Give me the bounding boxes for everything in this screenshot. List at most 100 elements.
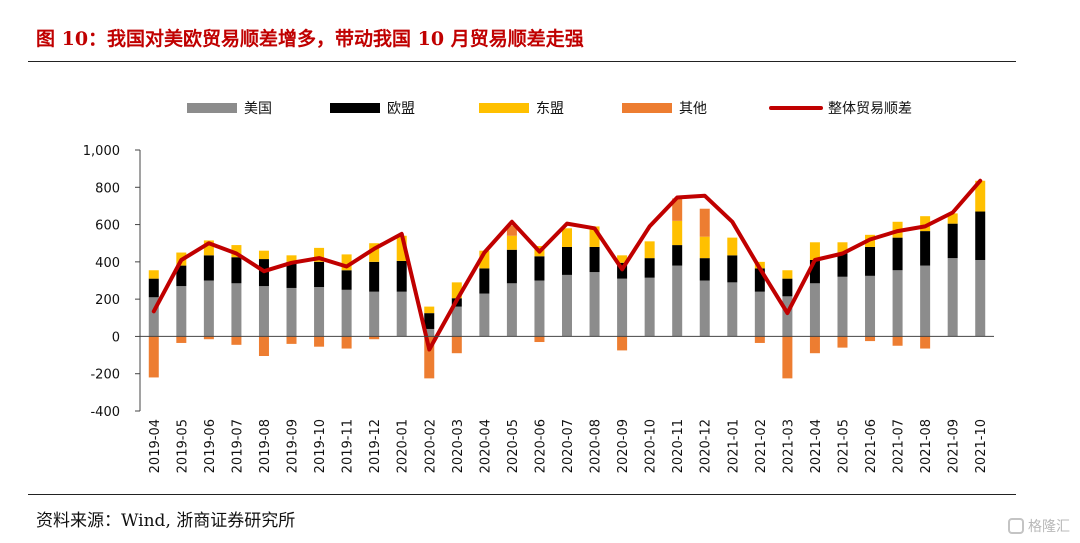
bar-美国 [479, 293, 490, 337]
bar-其他 [341, 336, 352, 349]
bar-欧盟 [369, 261, 380, 292]
bar-欧盟 [589, 246, 600, 273]
x-tick-label: 2019-10 [313, 419, 328, 473]
watermark: 格隆汇 [1008, 516, 1070, 536]
y-tick-label: 400 [95, 256, 120, 271]
x-tick-label: 2020-02 [423, 419, 438, 473]
bar-其他 [176, 336, 187, 343]
source-note: 资料来源：Wind, 浙商证券研究所 [36, 511, 296, 531]
bar-美国 [506, 283, 517, 337]
bar-美国 [782, 296, 793, 337]
x-tick-label: 2019-09 [286, 419, 301, 473]
bar-其他 [920, 336, 931, 349]
bar-美国 [947, 258, 958, 337]
bar-美国 [286, 287, 297, 337]
bar-东盟 [920, 216, 931, 232]
y-axis: 1,000 800 600 400 200 0 -200 -400 [83, 144, 141, 420]
x-tick-label: 2019-04 [148, 419, 163, 473]
x-tick-label: 2021-01 [726, 419, 741, 473]
x-tick-label: 2019-07 [230, 419, 245, 473]
x-tick-label: 2019-06 [203, 419, 218, 473]
bar-欧盟 [837, 253, 848, 277]
bar-其他 [148, 336, 159, 378]
line-整体贸易顺差 [151, 178, 983, 352]
bar-欧盟 [672, 245, 683, 266]
bar-美国 [727, 282, 738, 337]
y-tick-label: 1,000 [83, 144, 120, 159]
bar-欧盟 [947, 223, 958, 259]
x-tick-label: 2021-08 [919, 419, 934, 473]
chart-title: 图 10：我国对美欧贸易顺差增多，带动我国 10 月贸易顺差走强 [36, 28, 584, 50]
bar-美国 [176, 286, 187, 337]
bar-东盟 [727, 237, 738, 256]
bar-东盟 [286, 255, 297, 262]
bar-东盟 [479, 250, 490, 269]
bar-欧盟 [644, 258, 655, 278]
bar-东盟 [341, 254, 352, 271]
bar-东盟 [837, 242, 848, 254]
bar-欧盟 [231, 257, 242, 284]
bar-美国 [699, 280, 710, 337]
bar-欧盟 [754, 268, 765, 292]
bar-其他 [424, 336, 435, 379]
bar-美国 [424, 328, 435, 337]
bar-欧盟 [286, 261, 297, 288]
bar-东盟 [231, 245, 242, 258]
bar-东盟 [424, 306, 435, 314]
x-tick-label: 2020-12 [699, 419, 714, 473]
top-divider [28, 61, 1016, 62]
bar-欧盟 [314, 261, 325, 288]
bar-东盟 [975, 180, 986, 212]
bar-美国 [314, 287, 325, 337]
x-tick-label: 2021-02 [754, 419, 769, 473]
bar-东盟 [396, 235, 407, 261]
bottom-divider [28, 494, 1016, 495]
x-tick-label: 2021-06 [864, 419, 879, 473]
bar-美国 [562, 274, 572, 337]
legend-label-东盟: 东盟 [536, 101, 564, 117]
legend-swatch-其他 [622, 103, 672, 113]
legend-swatch-欧盟 [330, 103, 380, 113]
y-tick-label: 200 [95, 293, 120, 308]
bar-美国 [203, 280, 214, 337]
bar-东盟 [699, 236, 710, 259]
bars-group [148, 180, 986, 379]
bar-欧盟 [865, 246, 876, 276]
legend-swatch-美国 [187, 103, 237, 113]
bar-其他 [231, 336, 242, 345]
bar-其他 [782, 336, 793, 379]
x-tick-label: 2019-08 [258, 419, 273, 473]
bar-其他 [534, 336, 545, 343]
bar-其他 [258, 336, 269, 357]
bar-东盟 [589, 226, 600, 247]
bar-欧盟 [809, 259, 820, 284]
bar-其他 [754, 336, 765, 343]
bar-美国 [589, 272, 600, 337]
bar-东盟 [451, 282, 462, 299]
bar-东盟 [203, 240, 214, 256]
bar-其他 [837, 336, 848, 348]
bar-欧盟 [396, 260, 407, 292]
bar-其他 [809, 336, 820, 354]
line-group [151, 178, 983, 352]
bar-美国 [892, 270, 903, 337]
bar-其他 [865, 336, 876, 342]
x-tick-label: 2021-04 [809, 419, 824, 473]
bar-美国 [809, 283, 820, 337]
legend-label-整体贸易顺差: 整体贸易顺差 [828, 101, 912, 117]
bar-欧盟 [148, 278, 159, 298]
bar-欧盟 [424, 313, 435, 329]
x-tick-label: 2019-05 [175, 419, 190, 473]
bar-美国 [534, 280, 545, 337]
y-tick-label: 0 [112, 330, 120, 345]
bar-美国 [341, 289, 352, 337]
bar-其他 [672, 198, 683, 221]
legend-label-欧盟: 欧盟 [387, 101, 415, 117]
bar-东盟 [672, 220, 683, 246]
bar-其他 [617, 336, 628, 351]
x-tick-label: 2021-05 [836, 419, 851, 473]
bar-欧盟 [534, 256, 545, 281]
bar-美国 [231, 283, 242, 337]
bar-东盟 [644, 241, 655, 259]
bar-东盟 [314, 247, 325, 262]
